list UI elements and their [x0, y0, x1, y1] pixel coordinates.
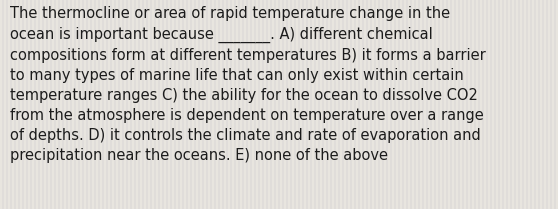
Text: The thermocline or area of rapid temperature change in the
ocean is important be: The thermocline or area of rapid tempera…: [10, 6, 486, 163]
